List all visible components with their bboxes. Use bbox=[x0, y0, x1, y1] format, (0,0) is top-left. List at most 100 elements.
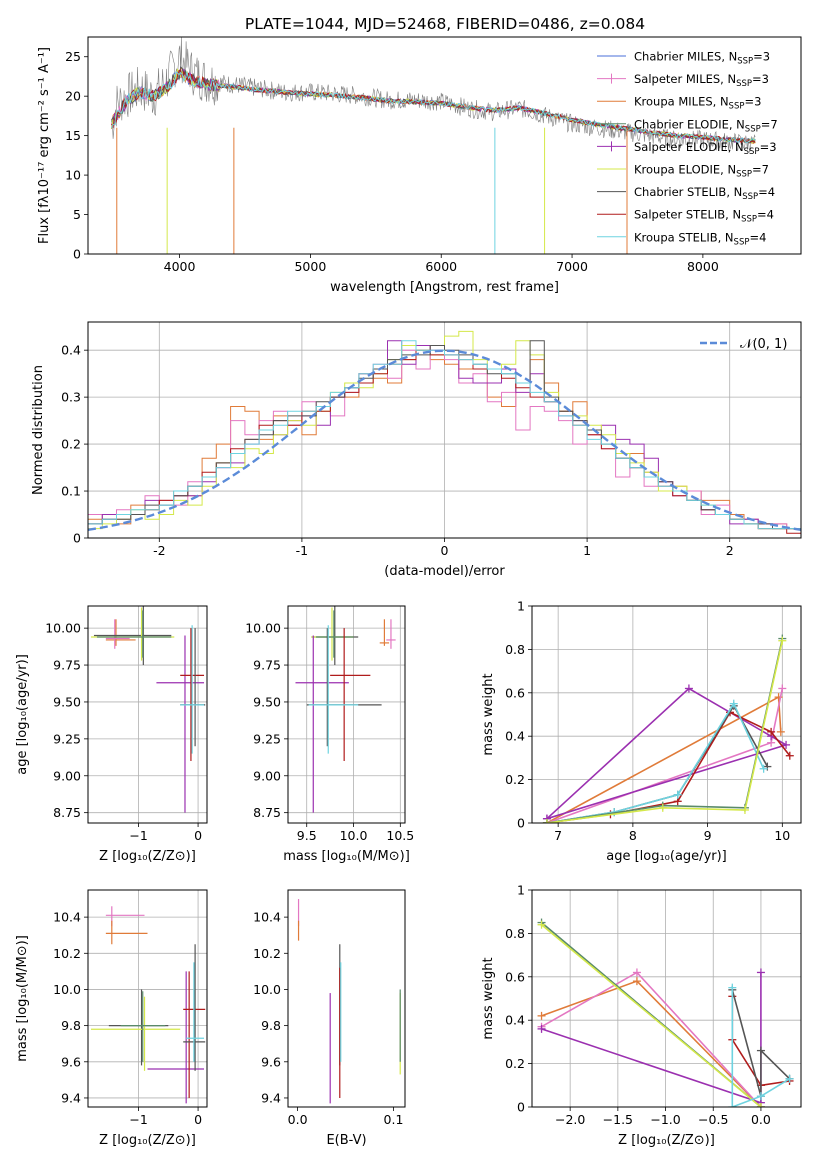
y-tick-label: 25 bbox=[65, 49, 81, 64]
y-tick-label: 9.75 bbox=[253, 658, 281, 673]
x-tick-label: 10.0 bbox=[340, 828, 368, 843]
legend-label: Kroupa MILES, NSSP=3 bbox=[634, 95, 761, 112]
y-tick-label: 9.50 bbox=[53, 694, 81, 709]
errorbar-points bbox=[90, 606, 206, 813]
legend-subscript: SSP bbox=[742, 192, 758, 202]
x-tick-label: 4000 bbox=[164, 259, 196, 274]
weight-lines bbox=[542, 634, 794, 823]
legend-label: Kroupa STELIB, NSSP=4 bbox=[634, 230, 766, 247]
legend-subscript: SSP bbox=[737, 57, 753, 67]
y-tick-label: 10.00 bbox=[45, 621, 81, 636]
y-axis-label: mass [log₁₀(M/M⊙)] bbox=[15, 935, 30, 1062]
y-tick-label: 0.3 bbox=[61, 390, 81, 405]
x-tick-label: 10.5 bbox=[386, 828, 414, 843]
y-tick-label: 9.8 bbox=[61, 1018, 81, 1033]
y-tick-label: 10.0 bbox=[53, 982, 81, 997]
legend-subscript: SSP bbox=[734, 237, 750, 247]
x-tick-label: 1 bbox=[583, 543, 591, 558]
legend-label: Chabrier STELIB, NSSP=4 bbox=[634, 185, 775, 202]
axes-frame bbox=[87, 605, 208, 824]
x-tick-label: 0.1 bbox=[384, 1112, 404, 1127]
legend-count: =3 bbox=[753, 50, 770, 64]
x-tick-label: 5000 bbox=[294, 259, 326, 274]
y-tick-label: 10.4 bbox=[253, 910, 281, 925]
y-tick-label: 10.0 bbox=[253, 982, 281, 997]
x-tick-label: 8 bbox=[629, 828, 637, 843]
weight-series-line bbox=[731, 989, 791, 1097]
y-tick-label: 0.1 bbox=[61, 484, 81, 499]
x-tick-label: 7 bbox=[554, 828, 562, 843]
x-tick-label: 0.0 bbox=[751, 1112, 771, 1127]
gaussian-curve bbox=[88, 349, 801, 531]
y-tick-label: 9.00 bbox=[253, 768, 281, 783]
legend-label: Chabrier MILES, NSSP=3 bbox=[634, 50, 770, 67]
y-tick-label: 10.00 bbox=[245, 621, 281, 636]
x-tick-label: 8000 bbox=[687, 259, 719, 274]
y-tick-label: 0.8 bbox=[505, 642, 525, 657]
x-tick-label: -2 bbox=[153, 543, 165, 558]
errorbar-points bbox=[295, 606, 396, 813]
axes-frame bbox=[87, 321, 802, 539]
axes-frame bbox=[87, 36, 802, 255]
y-tick-label: 8.75 bbox=[253, 805, 281, 820]
weight-series-line bbox=[546, 640, 784, 823]
x-axis-label: mass [log₁₀(M/M⊙)] bbox=[283, 849, 410, 864]
x-tick-label: −1.5 bbox=[603, 1112, 633, 1127]
weight-vs-Z-panel: −2.0 −1.5 −1.0 −0.5 0.0 0 0.2 0.4 0.6 0.8 1 Z [log₁… bbox=[481, 883, 802, 1148]
legend-label: Chabrier ELODIE, NSSP=7 bbox=[634, 117, 778, 134]
x-axis-label: Z [log₁₀(Z/Z⊙)] bbox=[99, 1133, 196, 1148]
y-tick-label: 0.4 bbox=[61, 343, 81, 358]
spectrum-lines bbox=[111, 37, 756, 254]
legend-label: Salpeter STELIB, NSSP=4 bbox=[634, 208, 774, 225]
y-tick-label: 0.4 bbox=[505, 1013, 525, 1028]
errorbar-points bbox=[90, 906, 206, 1104]
legend-count: =4 bbox=[749, 230, 766, 244]
y-tick-label: 0.4 bbox=[505, 729, 525, 744]
x-axis-label: Z [log₁₀(Z/Z⊙)] bbox=[618, 1133, 715, 1148]
residuals-panel: -2 -1 0 1 2 0 0.1 0.2 0.3 0.4 (data-model)/error No… bbox=[31, 321, 802, 579]
y-axis-label: mass weight bbox=[481, 673, 496, 755]
weight-series-line bbox=[541, 980, 762, 1107]
legend-subscript: SSP bbox=[741, 215, 757, 225]
axes-frame bbox=[287, 889, 406, 1108]
spectrum-panel: 4000 5000 6000 7000 8000 0 5 10 15 20 25 wavelength… bbox=[37, 36, 802, 295]
y-tick-label: 0 bbox=[73, 531, 81, 546]
y-tick-label: 0 bbox=[517, 1100, 525, 1115]
y-tick-label: 0.8 bbox=[505, 926, 525, 941]
age-vs-Z-panel: −1 0 8.75 9.00 9.25 9.50 9.75 10.00 Z [log₁₀(Z/Z… bbox=[15, 605, 208, 864]
axes-frame bbox=[531, 605, 802, 824]
x-tick-label: 10 bbox=[774, 828, 790, 843]
y-tick-label: 9.8 bbox=[261, 1018, 281, 1033]
y-tick-label: 0.2 bbox=[505, 772, 525, 787]
legend-count: =7 bbox=[752, 163, 769, 177]
weight-series-line bbox=[546, 687, 789, 820]
legend-subscript: SSP bbox=[745, 124, 761, 134]
figure-title: PLATE=1044, MJD=52468, FIBERID=0486, z=0… bbox=[245, 15, 645, 33]
y-tick-label: 8.75 bbox=[53, 805, 81, 820]
legend-count: =3 bbox=[752, 72, 769, 86]
y-tick-label: 10.4 bbox=[53, 910, 81, 925]
legend-count: =3 bbox=[744, 95, 761, 109]
x-tick-label: 7000 bbox=[556, 259, 588, 274]
errorbar-points bbox=[297, 899, 401, 1104]
y-tick-label: 0 bbox=[73, 247, 81, 262]
x-tick-label: 9.5 bbox=[297, 828, 317, 843]
age-vs-mass-panel: 9.5 10.0 10.5 8.75 9.00 9.25 9.50 9.75 10.00 mass… bbox=[245, 605, 414, 864]
axes-frame bbox=[87, 889, 208, 1108]
y-tick-label: 5 bbox=[73, 207, 81, 222]
y-axis-label: age [log₁₀(age/yr)] bbox=[15, 654, 30, 775]
legend-count: =4 bbox=[757, 208, 774, 222]
y-tick-label: 0.6 bbox=[505, 685, 525, 700]
x-tick-label: 0 bbox=[194, 1112, 202, 1127]
y-tick-label: 9.6 bbox=[261, 1054, 281, 1069]
model-curve-line bbox=[111, 70, 756, 143]
y-axis-label: mass weight bbox=[481, 957, 496, 1039]
legend-subscript: SSP bbox=[744, 147, 760, 157]
legend-label: Salpeter ELODIE, NSSP=3 bbox=[634, 140, 777, 157]
weight-series-line bbox=[540, 924, 762, 1107]
y-tick-label: 20 bbox=[65, 89, 81, 104]
mass-vs-EBV-panel: 0.0 0.1 9.4 9.6 9.8 10.0 10.2 10.4 E(B-V) bbox=[253, 889, 406, 1148]
legend-subscript: SSP bbox=[736, 170, 752, 180]
weight-series-line bbox=[731, 987, 791, 1107]
